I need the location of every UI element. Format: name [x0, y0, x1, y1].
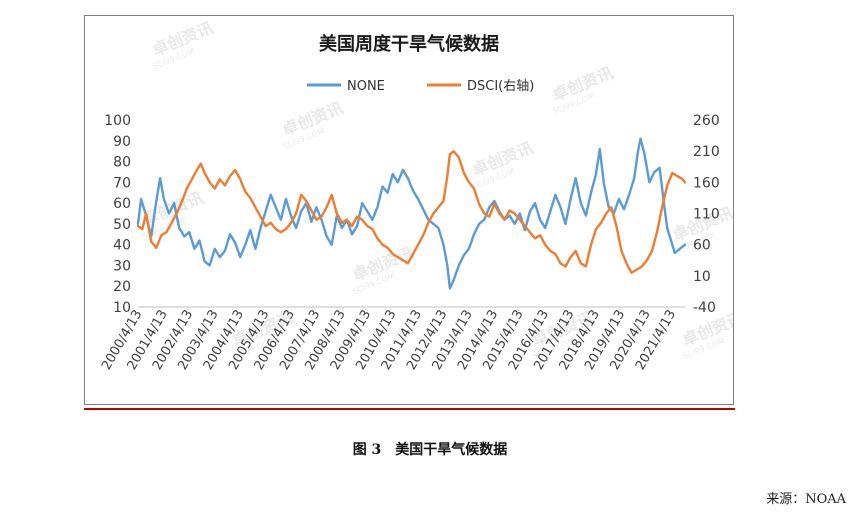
y-left-tick-label: 40 [113, 238, 131, 254]
figure-caption: 图 3 美国干旱气候数据 [352, 442, 508, 458]
right-axis: 260 210 160 110 60 10 -40 [693, 113, 720, 316]
legend: NONE DSCI(右轴) [307, 79, 534, 94]
y-right-tick-label: -40 [693, 300, 716, 316]
y-right-tick-label: 260 [693, 113, 720, 129]
y-left-tick-label: 30 [113, 258, 131, 274]
y-left-tick-label: 10 [113, 300, 131, 316]
legend-label: DSCI(右轴) [467, 79, 534, 94]
y-right-tick-label: 60 [693, 238, 711, 254]
y-right-tick-label: 160 [693, 175, 720, 191]
y-left-tick-label: 70 [113, 175, 131, 191]
y-right-tick-label: 10 [693, 269, 711, 285]
series-line [136, 150, 687, 274]
y-right-tick-label: 210 [693, 144, 720, 160]
chart-frame: 卓创资讯 SCI99.COM 卓创资讯 SCI99.COM 卓创资讯 SCI99.COM 卓… [84, 15, 746, 405]
y-left-tick-label: 90 [113, 134, 131, 150]
chart-title: 美国周度干旱气候数据 [319, 33, 499, 55]
legend-label: NONE [347, 79, 385, 94]
y-left-tick-label: 50 [113, 217, 131, 233]
x-axis: 2000/4/132001/4/132002/4/132003/4/132004… [99, 307, 679, 372]
y-left-tick-label: 100 [104, 113, 131, 129]
y-left-tick-label: 20 [113, 279, 131, 295]
y-left-tick-label: 60 [113, 196, 131, 212]
source-note: 来源：NOAA [766, 492, 846, 507]
series-line [136, 137, 687, 290]
series-layer [136, 137, 687, 290]
divider-rule [84, 408, 735, 410]
y-left-tick-label: 80 [113, 155, 131, 171]
left-axis: 100 90 80 70 60 50 40 30 20 10 [104, 113, 131, 316]
y-right-tick-label: 110 [693, 207, 720, 223]
